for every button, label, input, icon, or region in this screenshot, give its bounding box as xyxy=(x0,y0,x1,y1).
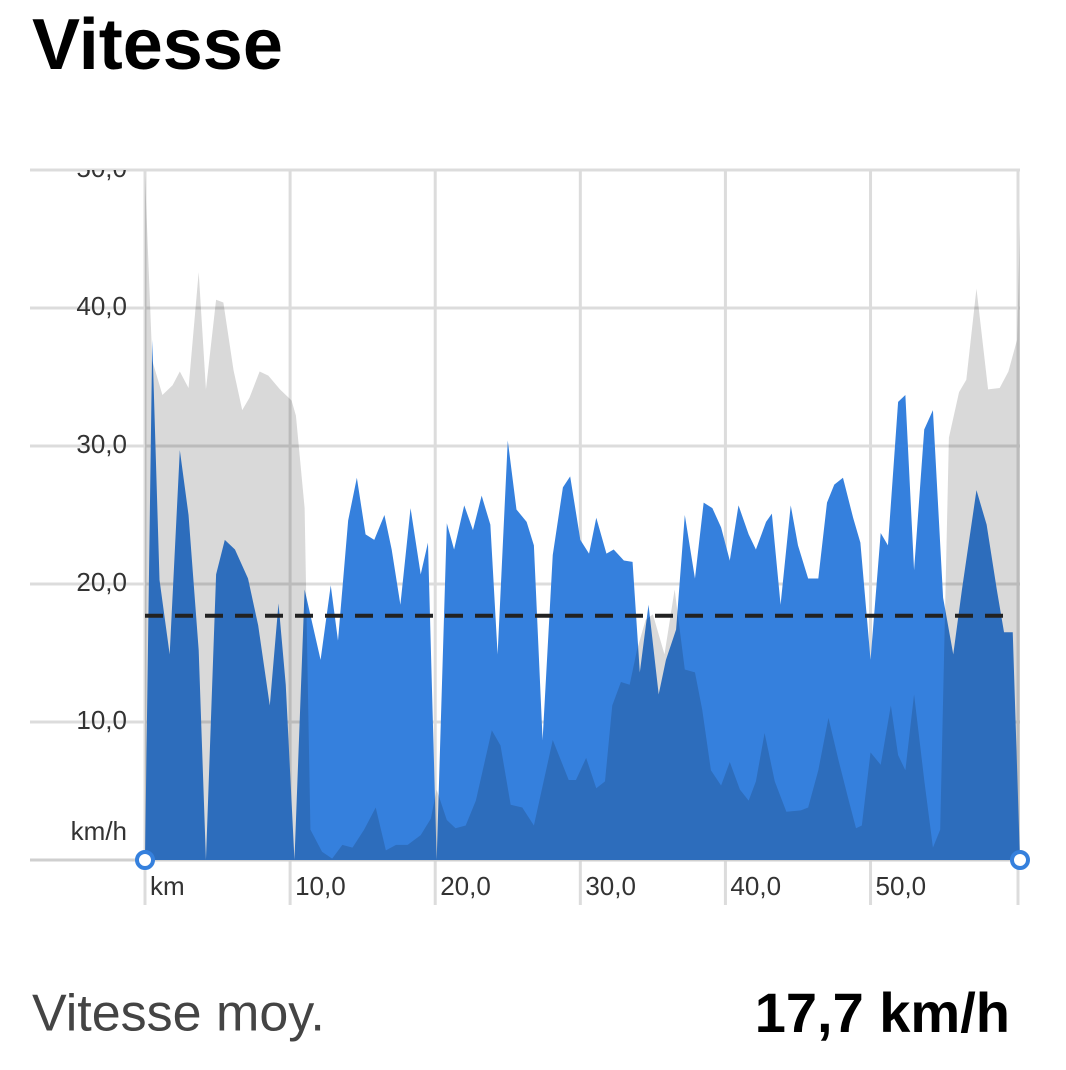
area xyxy=(145,339,1020,860)
summary-label: Vitesse moy. xyxy=(32,985,325,1043)
y-axis-label: km/h xyxy=(71,816,127,846)
x-tick-label: 20,0 xyxy=(440,871,491,901)
overlay xyxy=(135,613,1030,870)
summary-value: 17,7 km/h xyxy=(755,981,1010,1044)
x-tick-label: 40,0 xyxy=(730,871,781,901)
y-tick-label: 40,0 xyxy=(76,291,127,321)
chart-title: Vitesse xyxy=(32,5,283,85)
y-tick-label: 20,0 xyxy=(76,567,127,597)
x-tick-label: 50,0 xyxy=(876,871,927,901)
range-handle xyxy=(1010,850,1030,870)
y-tick-label: 10,0 xyxy=(76,705,127,735)
y-tick-label: 50,0 xyxy=(76,153,127,183)
x-tick-label: 10,0 xyxy=(295,871,346,901)
area xyxy=(145,175,1020,860)
range-handle xyxy=(135,850,155,870)
x-tick-label: 30,0 xyxy=(585,871,636,901)
areas xyxy=(145,175,1020,860)
x-axis-label: km xyxy=(150,871,185,901)
labels: 10,0 20,0 30,0 40,0 50,0 10,0 20,0 30,0 40,0 50,0… xyxy=(71,153,927,901)
y-tick-label: 30,0 xyxy=(76,429,127,459)
